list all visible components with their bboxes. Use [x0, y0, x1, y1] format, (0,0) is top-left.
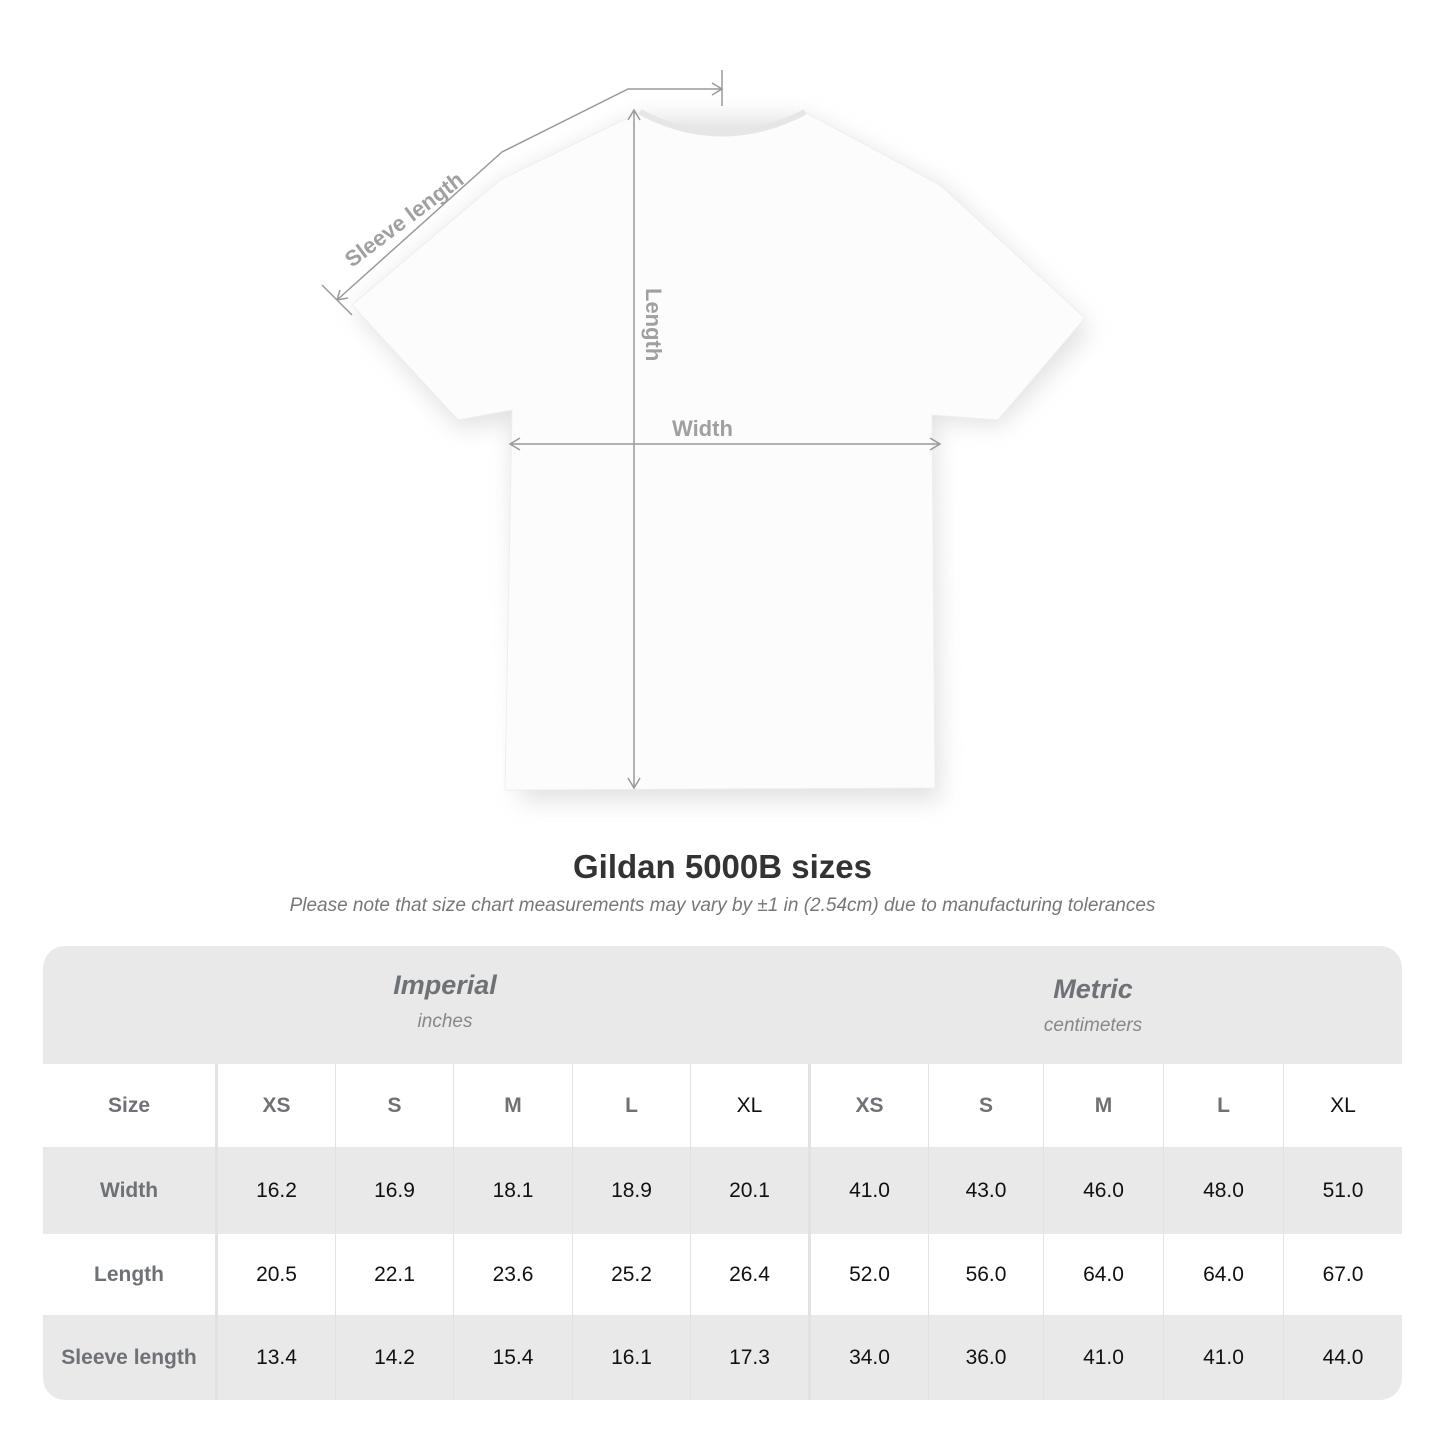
size-header-cell: L	[572, 1064, 690, 1147]
table-row: Sleeve length 13.4 14.2 15.4 16.1 17.3 34.0 36.…	[43, 1315, 1402, 1400]
tshirt-diagram: Sleeve length Length Width	[321, 70, 1090, 800]
value-cell: 16.1	[572, 1315, 690, 1400]
value-cell: 48.0	[1163, 1147, 1283, 1234]
value-cell: 41.0	[1043, 1315, 1163, 1400]
table-row: Width 16.2 16.9 18.1 18.9 20.1 41.0 43.0 46.0 48.…	[43, 1147, 1402, 1234]
size-header-cell: XL	[1283, 1064, 1402, 1147]
size-header-cell: M	[1043, 1064, 1163, 1147]
size-header-cell: XS	[215, 1064, 335, 1147]
value-cell: 15.4	[453, 1315, 572, 1400]
size-table: Imperial inches Metric centimeters Size X…	[43, 946, 1402, 1400]
width-measure-line	[508, 437, 942, 451]
size-header-cell: XS	[808, 1064, 928, 1147]
value-cell: 41.0	[808, 1147, 928, 1234]
value-cell: 64.0	[1043, 1234, 1163, 1315]
value-cell: 20.5	[215, 1234, 335, 1315]
size-header-cell: S	[335, 1064, 453, 1147]
value-cell: 26.4	[690, 1234, 808, 1315]
value-cell: 16.9	[335, 1147, 453, 1234]
value-cell: 51.0	[1283, 1147, 1402, 1234]
value-cell: 16.2	[215, 1147, 335, 1234]
tshirt-shape	[351, 111, 1086, 791]
value-cell: 13.4	[215, 1315, 335, 1400]
chart-title: Gildan 5000B sizes	[573, 848, 872, 885]
metric-title: Metric	[1053, 974, 1133, 1004]
value-cell: 41.0	[1163, 1315, 1283, 1400]
value-cell: 14.2	[335, 1315, 453, 1400]
row-label: Width	[99, 1178, 159, 1202]
value-cell: 18.9	[572, 1147, 690, 1234]
size-header-cell: L	[1163, 1064, 1283, 1147]
value-cell: 18.1	[453, 1147, 572, 1234]
size-header-cell: XL	[690, 1064, 808, 1147]
imperial-unit: inches	[417, 1011, 473, 1032]
value-cell: 44.0	[1283, 1315, 1402, 1400]
value-cell: 25.2	[572, 1234, 690, 1315]
value-cell: 52.0	[808, 1234, 928, 1315]
value-cell: 67.0	[1283, 1234, 1402, 1315]
width-label: Width	[672, 416, 733, 441]
value-cell: 56.0	[928, 1234, 1043, 1315]
imperial-title: Imperial	[393, 970, 497, 1000]
value-cell: 43.0	[928, 1147, 1043, 1234]
sleeve-measure-line	[336, 88, 722, 301]
metric-header: Metric centimeters	[808, 974, 1378, 1037]
length-label: Length	[641, 288, 666, 361]
size-header-cell: S	[928, 1064, 1043, 1147]
value-cell: 22.1	[335, 1234, 453, 1315]
size-header-cell: M	[453, 1064, 572, 1147]
value-cell: 17.3	[690, 1315, 808, 1400]
value-cell: 20.1	[690, 1147, 808, 1234]
row-label: Size	[107, 1093, 151, 1117]
value-cell: 64.0	[1163, 1234, 1283, 1315]
table-row: Length 20.5 22.1 23.6 25.2 26.4 52.0 56.0 64.0 64…	[43, 1234, 1402, 1315]
table-header: Imperial inches Metric centimeters	[43, 946, 1402, 1064]
value-cell: 36.0	[928, 1315, 1043, 1400]
imperial-header: Imperial inches	[215, 970, 675, 1033]
length-measure-line	[627, 108, 641, 790]
size-header-row: Size XS S M L XL XS S M L XL	[43, 1064, 1402, 1147]
value-cell: 23.6	[453, 1234, 572, 1315]
value-cell: 46.0	[1043, 1147, 1163, 1234]
row-label: Length	[94, 1262, 164, 1286]
metric-unit: centimeters	[1043, 1015, 1143, 1036]
value-cell: 34.0	[808, 1315, 928, 1400]
tolerance-note: Please note that size chart measurements…	[289, 895, 1156, 916]
row-label: Sleeve length	[61, 1345, 197, 1369]
